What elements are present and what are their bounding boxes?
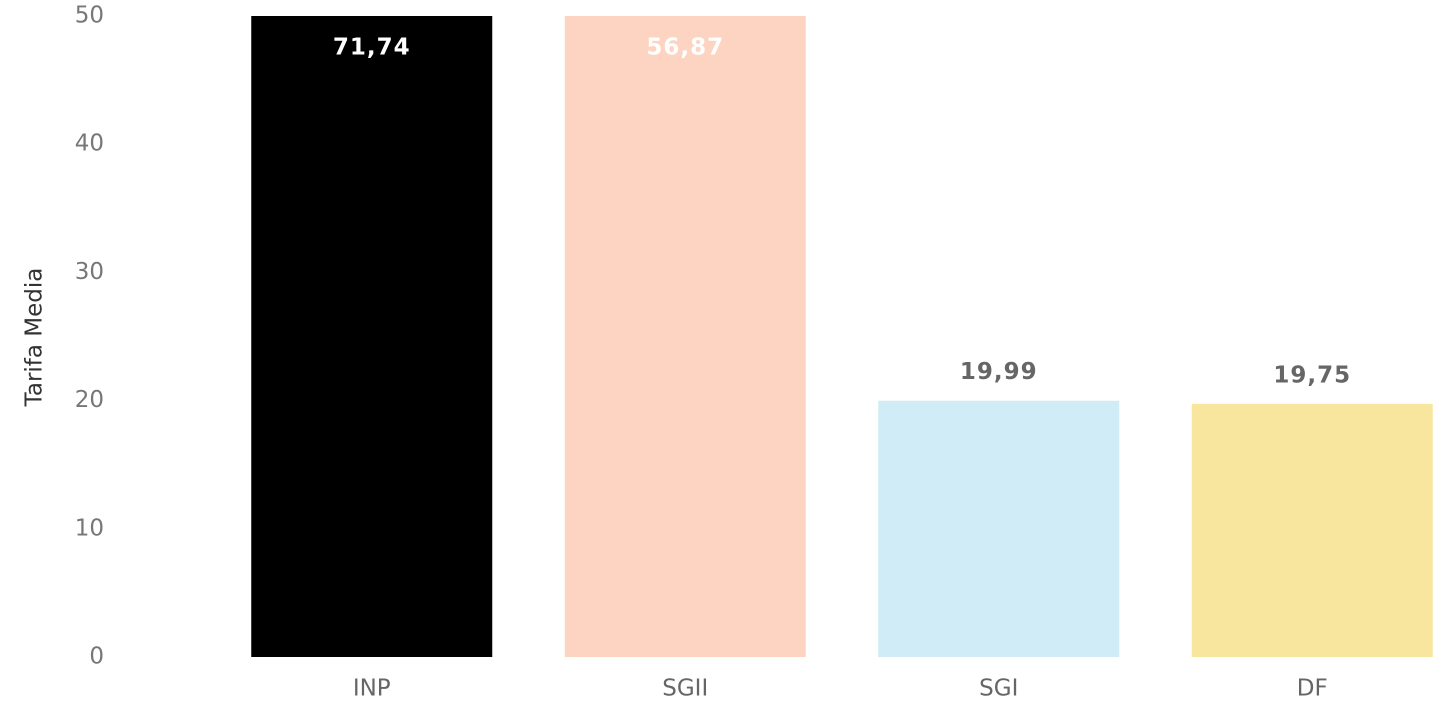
y-tick-label: 30 <box>75 259 104 285</box>
x-tick-label: SGII <box>662 676 708 702</box>
y-tick-label: 0 <box>89 644 104 670</box>
bar <box>564 16 806 658</box>
value-label: 71,74 <box>333 35 411 61</box>
y-tick-label: 50 <box>75 3 104 29</box>
x-tick-label: DF <box>1297 676 1328 702</box>
value-label: 19,75 <box>1273 362 1351 388</box>
value-label: 19,99 <box>960 359 1038 385</box>
bar <box>878 400 1120 657</box>
y-tick-label: 20 <box>75 387 104 413</box>
value-label: 56,87 <box>646 35 724 61</box>
bar <box>1191 403 1433 657</box>
bar <box>251 16 493 657</box>
y-axis-title: Tarifa Media <box>22 268 48 408</box>
x-tick-label: INP <box>353 676 391 702</box>
y-tick-label: 10 <box>75 515 104 541</box>
y-tick-label: 40 <box>75 131 104 157</box>
x-tick-label: SGI <box>979 676 1018 702</box>
